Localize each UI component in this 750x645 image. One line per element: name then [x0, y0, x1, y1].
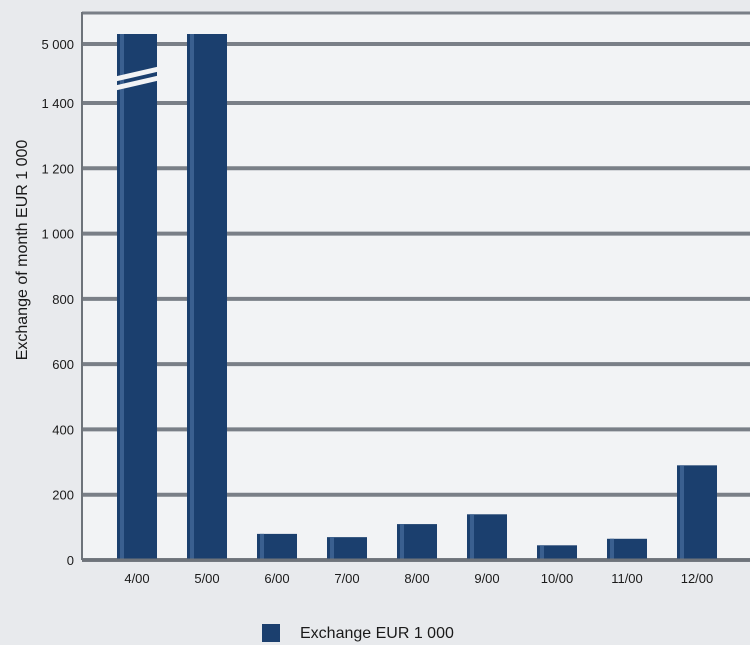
- bar-highlight: [680, 465, 684, 560]
- bar-highlight: [330, 537, 334, 560]
- legend-label: Exchange EUR 1 000: [300, 625, 454, 642]
- legend: Exchange EUR 1 000: [262, 624, 454, 642]
- x-tick-labels: 4/00 5/00 6/00 7/00 8/00 9/00 10/00 11/00 12/00: [124, 571, 713, 586]
- axis-break-mark: [110, 74, 164, 92]
- x-tick-label: 7/00: [334, 571, 359, 586]
- x-tick-label: 11/00: [611, 571, 643, 586]
- y-tick-label: 1 200: [41, 161, 74, 176]
- x-tick-label: 5/00: [194, 571, 219, 586]
- y-tick-label: 1 000: [41, 227, 74, 242]
- x-tick-label: 10/00: [541, 571, 574, 586]
- bar-highlight: [610, 538, 614, 560]
- x-tick-label: 6/00: [264, 571, 289, 586]
- legend-swatch: [262, 624, 280, 642]
- x-tick-label: 8/00: [404, 571, 429, 586]
- y-tick-label: 0: [67, 553, 74, 568]
- x-tick-label: 12/00: [681, 571, 714, 586]
- y-tick-label: 5 000: [41, 37, 74, 52]
- y-tick-label: 200: [52, 488, 74, 503]
- y-tick-label: 600: [52, 357, 74, 372]
- x-tick-label: 9/00: [474, 571, 499, 586]
- bar-highlight: [400, 524, 404, 560]
- bar-11-00: [607, 538, 647, 560]
- y-tick-label: 1 400: [41, 96, 74, 111]
- bar-10-00: [537, 545, 577, 560]
- bar-highlight: [470, 514, 474, 560]
- bars: [110, 34, 717, 560]
- bar-7-00: [327, 537, 367, 560]
- y-tick-label: 800: [52, 292, 74, 307]
- bar-highlight: [540, 545, 544, 560]
- y-tick-label: 400: [52, 422, 74, 437]
- x-tick-label: 4/00: [124, 571, 149, 586]
- bar-highlight: [190, 34, 194, 560]
- y-tick-labels: 0 200 400 600 800 1 000 1 200 1 400 5 000: [41, 37, 74, 568]
- plot-background: [82, 12, 750, 560]
- bar-highlight: [260, 533, 264, 560]
- axis-break-mark: [110, 65, 164, 83]
- y-axis-title: Exchange of month EUR 1 000: [14, 140, 31, 361]
- bar-highlight: [120, 34, 124, 560]
